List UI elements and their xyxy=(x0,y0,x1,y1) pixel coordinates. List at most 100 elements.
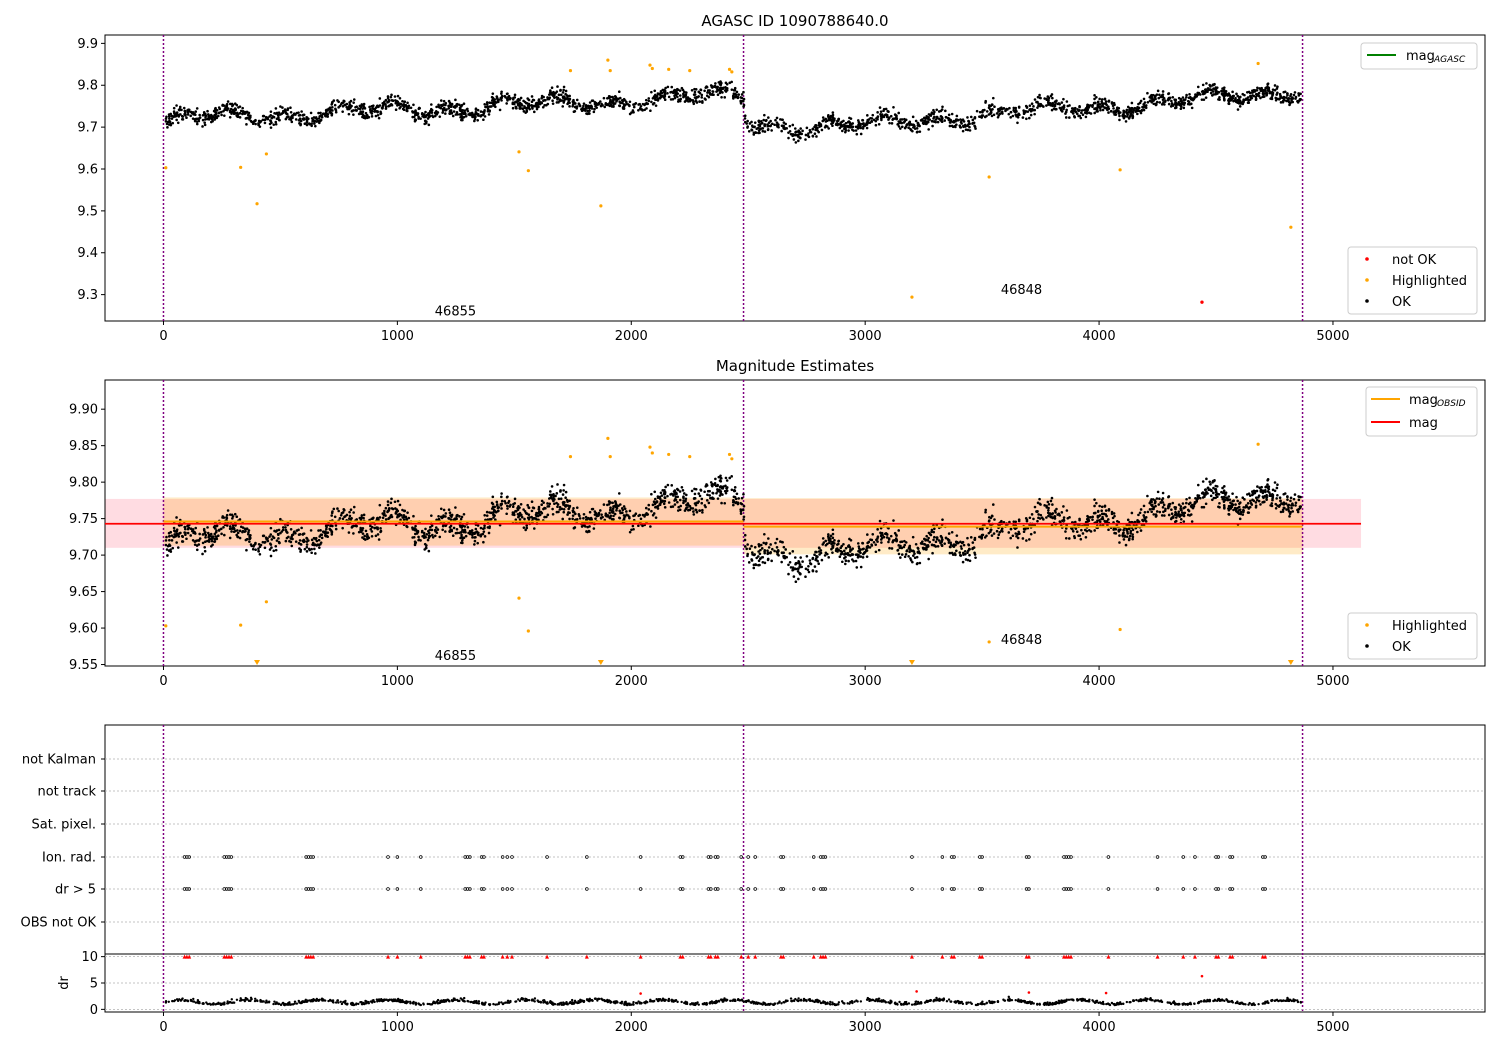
ok-point xyxy=(765,541,768,545)
ok-point xyxy=(900,125,904,129)
ok-point xyxy=(500,499,504,503)
ok-point xyxy=(562,85,566,89)
ok-point xyxy=(284,539,288,543)
ok-point xyxy=(181,540,185,543)
ok-point xyxy=(175,529,179,533)
ok-point xyxy=(206,113,210,116)
ok-point xyxy=(839,552,843,556)
ok-point xyxy=(1214,88,1218,91)
ok-point xyxy=(1083,111,1087,115)
ok-point xyxy=(488,105,492,108)
ok-point xyxy=(210,537,214,541)
ok-point xyxy=(650,492,653,496)
ok-point xyxy=(631,109,635,112)
ok-point xyxy=(562,508,566,511)
ok-point xyxy=(899,540,902,544)
ok-point xyxy=(827,127,830,130)
ok-point xyxy=(355,524,358,528)
ok-point xyxy=(1293,493,1297,496)
ok-point xyxy=(893,531,897,535)
ok-point xyxy=(176,121,180,125)
ok-point xyxy=(185,537,188,541)
ok-point xyxy=(370,109,374,113)
ok-point xyxy=(1125,535,1129,538)
ok-point xyxy=(676,95,679,99)
ok-point xyxy=(303,117,306,121)
ok-point xyxy=(1092,511,1096,515)
ok-point xyxy=(398,512,401,516)
ok-point xyxy=(892,105,895,109)
ok-point xyxy=(837,539,840,543)
ok-point xyxy=(198,116,202,119)
ok-point xyxy=(556,85,559,88)
ok-point xyxy=(842,542,845,546)
ok-point xyxy=(869,538,872,541)
ok-point xyxy=(1204,96,1208,99)
legend-highlighted: Highlighted xyxy=(1392,274,1467,289)
ok-point xyxy=(985,110,989,113)
ok-point xyxy=(549,496,553,500)
ok-point xyxy=(492,102,495,106)
ok-point xyxy=(847,129,850,132)
ok-point xyxy=(405,109,408,112)
ok-point xyxy=(359,526,362,530)
ok-point xyxy=(568,105,571,108)
ok-point xyxy=(859,551,862,555)
ok-point xyxy=(714,86,718,89)
ok-point xyxy=(412,514,415,518)
ok-point xyxy=(462,115,466,119)
ok-point xyxy=(551,99,554,102)
ok-point xyxy=(745,547,748,551)
ok-point xyxy=(1142,504,1146,508)
ok-point xyxy=(1046,95,1050,98)
ok-point xyxy=(201,552,204,556)
ok-point xyxy=(532,527,536,530)
ok-point xyxy=(1062,97,1065,101)
ok-point xyxy=(1022,112,1026,116)
ok-point xyxy=(969,536,973,539)
ok-point xyxy=(666,91,669,95)
ok-point xyxy=(711,491,714,495)
ok-point xyxy=(564,97,567,101)
ok-point xyxy=(578,514,581,518)
ok-point xyxy=(914,119,918,123)
ok-point xyxy=(550,485,554,488)
ok-point xyxy=(1235,92,1238,96)
ok-point xyxy=(746,543,749,546)
ok-point xyxy=(469,530,473,534)
ok-point xyxy=(911,535,915,539)
ok-point xyxy=(1141,106,1145,109)
ok-point xyxy=(932,117,935,120)
ok-point xyxy=(238,536,242,540)
ok-point xyxy=(717,475,721,479)
ok-point xyxy=(1096,519,1099,523)
ok-point xyxy=(1234,96,1237,100)
ok-point xyxy=(700,93,704,97)
ok-point xyxy=(383,509,386,513)
ok-point xyxy=(460,541,463,545)
ok-point xyxy=(728,476,732,480)
ok-point xyxy=(632,527,635,531)
ok-point xyxy=(233,102,237,105)
ok-point xyxy=(1231,96,1235,100)
ok-point xyxy=(1139,508,1143,511)
ok-point xyxy=(844,546,848,550)
panel2-title: Magnitude Estimates xyxy=(716,357,874,375)
ok-point xyxy=(1207,88,1211,91)
ok-point xyxy=(485,514,489,517)
ok-point xyxy=(349,508,353,512)
ok-point xyxy=(611,501,614,505)
ok-point xyxy=(1296,508,1300,512)
ok-point xyxy=(167,535,171,538)
ok-point xyxy=(429,109,432,113)
ok-point xyxy=(883,532,887,536)
ok-point xyxy=(1187,509,1191,513)
ok-point xyxy=(628,516,631,520)
ok-point xyxy=(1038,502,1042,506)
ok-point xyxy=(990,114,994,118)
ok-point xyxy=(1247,101,1251,105)
ok-point xyxy=(1046,511,1050,515)
ok-point xyxy=(1283,506,1286,510)
ok-point xyxy=(462,102,466,105)
ok-point xyxy=(436,528,440,531)
